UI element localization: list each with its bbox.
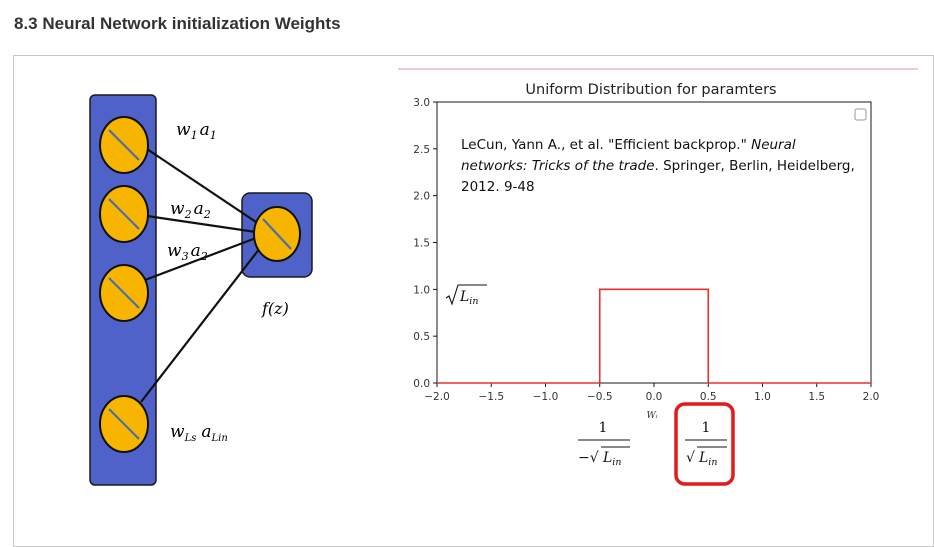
svg-text:Lin: Lin [698,450,717,468]
figure-canvas: w1 a1 w2 a2 w3 a2 wLs aLin f(z) Uniform Dist… [89,68,918,486]
svg-text:1: 1 [599,420,608,436]
legend-checkbox[interactable] [854,108,867,121]
page-title: 8.3 Neural Network initialization Weight… [14,14,341,33]
edge-1 [140,144,257,223]
x-tick-label: 2.0 [863,391,880,403]
x-tick-label: 1.5 [808,391,825,403]
y-tick-label: 0.5 [413,331,430,343]
x-tick-label: 0.0 [646,391,663,403]
weight-label-2: w2 a2 [170,199,211,221]
edge-3 [144,236,257,282]
y-tick-label: 0.0 [413,378,430,390]
height-label: Lin [445,284,487,307]
y-tick-label: 1.5 [413,238,430,250]
x-axis: −2.0 −1.5 −1.0 −0.5 0.0 0.5 1.0 1.5 2.0 [424,383,879,403]
upper-bound-label: 1 √ Lin [674,402,735,486]
weight-label-1: w1 a1 [176,120,217,142]
y-tick-label: 2.0 [413,191,430,203]
chart: Uniform Distribution for paramters 0.00.… [398,68,918,486]
lower-bound-label: 1 −√ Lin [578,420,630,468]
weight-label-last: wLs aLin [170,422,228,444]
svg-text:1: 1 [702,420,711,436]
activation-label: f(z) [261,299,289,318]
x-tick-label: 1.0 [754,391,771,403]
plot-area [436,101,872,384]
svg-text:Lin: Lin [459,289,478,307]
series-layer [437,288,871,384]
y-axis: 0.0 0.5 1.0 1.5 2.0 2.5 3.0 [413,97,437,390]
x-axis-label: Wᵢ [646,411,657,421]
y-tick-label: 1.0 [413,284,430,296]
x-tick-label: 0.5 [700,391,717,403]
output-node [253,206,301,262]
edge-4 [140,247,261,403]
x-tick-label: −1.0 [533,391,559,403]
input-node-last [99,395,149,453]
x-tick-label: −2.0 [424,391,450,403]
y-tick-label: 2.5 [413,144,430,156]
svg-text:Lin: Lin [602,450,621,468]
x-tick-label: −1.5 [479,391,505,403]
network-diagram: w1 a1 w2 a2 w3 a2 wLs aLin f(z) [89,94,313,486]
svg-text:√: √ [686,450,695,466]
weight-label-3: w3 a2 [167,241,208,263]
edge-2 [146,214,257,234]
highlight-box [674,402,735,486]
svg-text:−√: −√ [578,450,599,466]
citation-text: LeCun, Yann A., et al. "Efficient backpr… [461,137,859,195]
series-line [437,288,871,384]
input-node-1 [99,116,149,174]
input-node-2 [99,185,149,243]
x-tick-label: −0.5 [587,391,613,403]
chart-title: Uniform Distribution for paramters [525,82,776,98]
y-tick-label: 3.0 [413,97,430,109]
input-node-3 [99,264,149,322]
